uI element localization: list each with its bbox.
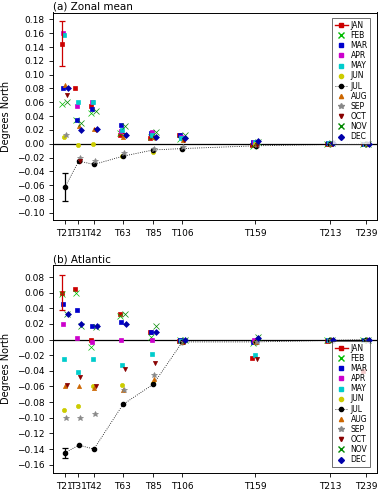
- Legend: JAN, FEB, MAR, APR, MAY, JUN, JUL, AUG, SEP, OCT, NOV, DEC: JAN, FEB, MAR, APR, MAY, JUN, JUL, AUG, …: [332, 18, 370, 144]
- Text: (b) Atlantic: (b) Atlantic: [53, 254, 111, 264]
- Legend: JAN, FEB, MAR, APR, MAY, JUN, JUL, AUG, SEP, OCT, NOV, DEC: JAN, FEB, MAR, APR, MAY, JUN, JUL, AUG, …: [332, 342, 370, 466]
- Text: (a) Zonal mean: (a) Zonal mean: [53, 2, 133, 12]
- Y-axis label: Degrees North: Degrees North: [1, 334, 11, 404]
- Y-axis label: Degrees North: Degrees North: [1, 80, 11, 152]
